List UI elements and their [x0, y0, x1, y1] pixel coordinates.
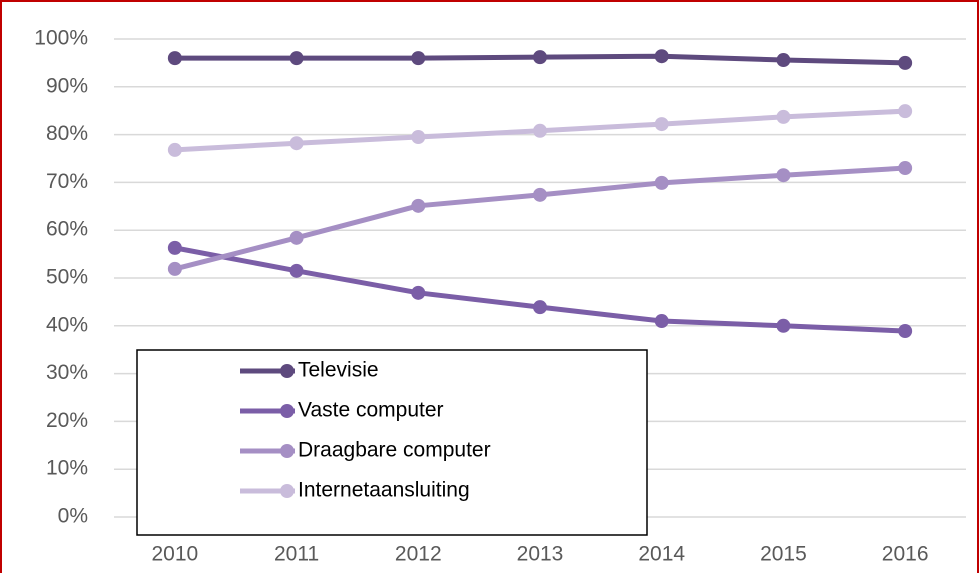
y-tick-label: 80% [46, 122, 88, 145]
point [411, 129, 426, 144]
y-tick-label: 20% [46, 409, 88, 432]
legend-marker [280, 404, 294, 418]
point [654, 49, 669, 64]
point [167, 261, 182, 276]
legend-marker [280, 444, 294, 458]
x-tick-label: 2011 [274, 543, 319, 566]
y-tick-label: 10% [46, 457, 88, 480]
point [654, 314, 669, 329]
point [776, 109, 791, 124]
point [654, 117, 669, 132]
point [533, 187, 547, 202]
x-tick-label: 2010 [151, 543, 198, 566]
point [898, 104, 913, 119]
point [167, 51, 182, 66]
point [776, 318, 791, 333]
legend-box [136, 349, 648, 536]
y-tick-label: 40% [46, 313, 88, 336]
x-tick-label: 2015 [760, 543, 807, 566]
y-tick-label: 60% [46, 218, 88, 241]
x-tick-label: 2014 [638, 543, 685, 566]
y-tick-label: 50% [46, 266, 88, 289]
y-tick-label: 100% [34, 27, 88, 50]
point [167, 240, 182, 255]
legend-label: Draagbare computer [298, 439, 491, 462]
point [533, 123, 547, 138]
x-tick-label: 2016 [882, 543, 929, 566]
point [533, 300, 547, 315]
y-tick-label: 90% [46, 74, 88, 97]
y-tick-label: 30% [46, 361, 88, 384]
y-tick-label: 70% [46, 170, 88, 193]
point [411, 285, 426, 300]
point [167, 142, 182, 157]
point [411, 51, 426, 66]
legend-label: Vaste computer [298, 399, 444, 422]
legend-marker [280, 484, 294, 498]
point [898, 55, 913, 70]
legend: Televisie Vaste computer Draagbare compute… [136, 349, 648, 536]
point [289, 230, 304, 245]
y-tick-label: 0% [58, 505, 88, 528]
x-tick-label: 2013 [517, 543, 564, 566]
point [776, 168, 791, 183]
point [289, 51, 304, 66]
point [289, 263, 304, 278]
legend-label: Televisie [298, 359, 379, 382]
x-tick-label: 2012 [395, 543, 442, 566]
point [654, 175, 669, 190]
legend-marker [280, 364, 294, 378]
point [533, 50, 547, 65]
point [411, 198, 426, 213]
point [289, 136, 304, 151]
legend-label: Internetaansluiting [298, 479, 470, 502]
point [898, 161, 913, 176]
point [776, 53, 791, 68]
point [898, 324, 913, 339]
